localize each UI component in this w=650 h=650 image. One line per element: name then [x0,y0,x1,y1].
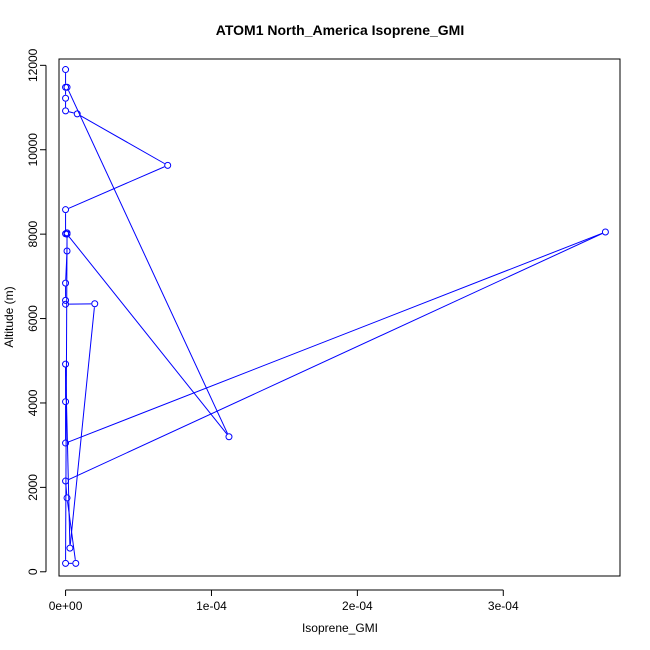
y-tick-label: 2000 [26,474,40,501]
data-point [62,300,70,308]
data-point [62,94,70,102]
series-segment [68,166,165,209]
data-point [63,230,71,238]
data-point [62,477,70,485]
chart-title: ATOM1 North_America Isoprene_GMI [216,22,464,38]
x-tick-label: 3e-04 [488,599,519,613]
x-tick-label: 2e-04 [342,599,373,613]
data-point [63,494,71,502]
series-segment [80,115,165,165]
data-point [225,433,233,441]
data-series [62,66,609,567]
series-segment [68,236,228,435]
series-segment [66,501,76,560]
x-axis-label: Isoprene_GMI [302,621,378,635]
data-point [62,206,70,214]
data-point [601,228,609,236]
data-point [72,559,80,567]
data-point [62,559,70,567]
y-tick-label: 8000 [26,220,40,247]
data-point [62,398,70,406]
data-point [62,66,70,74]
series-segment [69,307,95,545]
series-segment [68,111,74,114]
y-tick-label: 6000 [26,305,40,332]
y-tick-label: 12000 [26,48,40,82]
x-axis: 0e+00 1e-04 2e-04 3e-04 [49,589,519,613]
data-point [62,439,70,447]
y-tick-label: 4000 [26,389,40,416]
y-tick-label: 10000 [26,133,40,167]
data-point [63,247,71,255]
series-segment [68,232,603,443]
y-axis: 0 2000 4000 6000 8000 10000 12000 [26,48,47,575]
series-segment [68,90,228,434]
series-segment [68,233,603,481]
x-tick-label: 1e-04 [196,599,227,613]
plot-frame [58,58,621,577]
data-point [66,544,74,552]
data-point [164,161,172,169]
y-axis-label: Altitude (m) [2,286,16,347]
data-point [73,110,81,118]
data-point [62,107,70,115]
x-tick-label: 0e+00 [49,599,83,613]
data-point [62,360,70,368]
data-point [62,296,70,304]
data-point [91,300,99,308]
data-point [62,279,70,287]
data-point [63,83,71,91]
y-tick-label: 0 [26,568,40,575]
